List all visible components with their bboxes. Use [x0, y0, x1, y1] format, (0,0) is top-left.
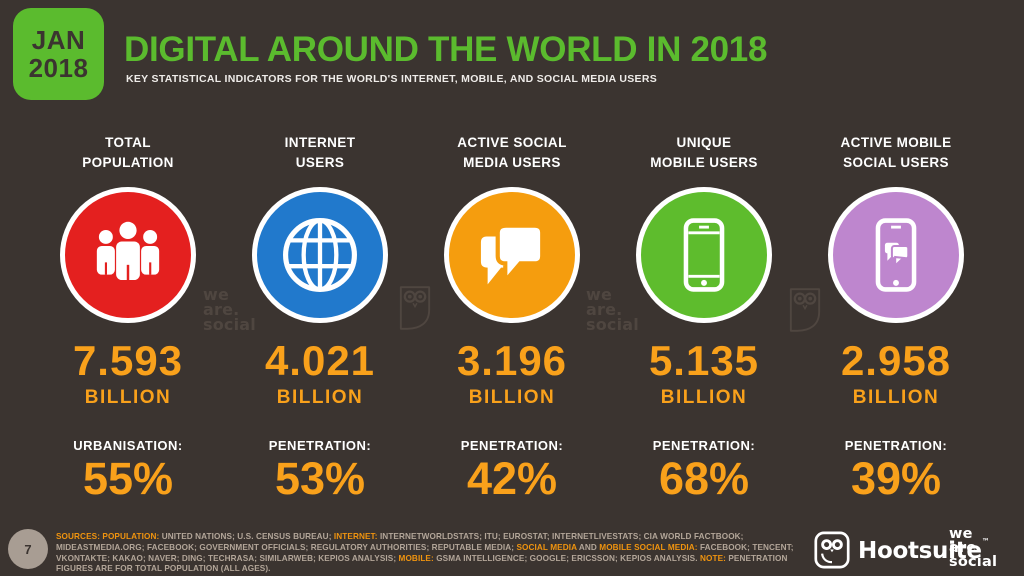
sources-keyword: MOBILE SOCIAL MEDIA: [599, 542, 700, 552]
people-icon-circle [60, 187, 196, 323]
stat-percent-value: 42% [466, 453, 558, 504]
badge-month: JAN [31, 24, 86, 55]
stat-value-billion: 4.021 [264, 337, 376, 384]
page-number: 7 [24, 541, 32, 557]
sources-keyword: NOTE: [699, 553, 729, 563]
stat-column-mobile-social-users: ACTIVE MOBILE SOCIAL USERS 2.958 BILLION… [800, 133, 992, 502]
stat-percent-value: 39% [850, 453, 942, 504]
people-icon [96, 221, 160, 281]
globe-icon-circle [252, 187, 388, 323]
sources-text: INTERNETWORLDSTATS; ITU; EUROSTAT; INTER… [56, 532, 744, 552]
sources-note: SOURCES: POPULATION: UNITED NATIONS; U.S… [56, 532, 814, 575]
stat-percent-value: 68% [658, 453, 750, 504]
sources-keyword: SOURCES: [56, 532, 103, 541]
stat-percent-label: PENETRATION: [268, 438, 372, 453]
page-number-badge: 7 [8, 529, 48, 569]
sources-keyword: SOCIAL MEDIA [516, 542, 577, 552]
stat-unit: BILLION [660, 387, 748, 408]
stat-unit: BILLION [852, 387, 940, 408]
hootsuite-owl-icon [814, 531, 850, 569]
column-label: ACTIVE SOCIAL MEDIA USERS [457, 135, 567, 170]
stat-value-billion: 5.135 [648, 337, 760, 384]
stat-column-social-media-users: ACTIVE SOCIAL MEDIA USERS 3.196 BILLION … [416, 133, 608, 502]
stat-unit: BILLION [468, 387, 556, 408]
column-label: INTERNET USERS [284, 135, 356, 170]
stat-percent-label: URBANISATION: [73, 438, 183, 453]
sources-text: GSMA INTELLIGENCE; GOOGLE; ERICSSON; KEP… [436, 553, 700, 563]
owl-watermark-icon [399, 286, 431, 330]
page-title: DIGITAL AROUND THE WORLD IN 2018 [124, 30, 768, 69]
hootsuite-wordmark: Hootsuite™ [858, 536, 990, 564]
stat-percent-value: 55% [82, 453, 174, 504]
stat-percent-label: PENETRATION: [652, 438, 756, 453]
stat-columns: TOTAL POPULATION 7.593 BILLION URBANISAT… [32, 133, 992, 502]
stat-value-billion: 7.593 [72, 337, 184, 384]
wearesocial-watermark: we are. social [586, 285, 639, 335]
sources-text: PENETRATION FIGURES ARE FOR TOTAL POPULA… [56, 553, 788, 574]
column-label: TOTAL POPULATION [82, 135, 174, 170]
mobile-social-icon [875, 218, 917, 292]
owl-watermark-icon [789, 288, 821, 332]
column-label: ACTIVE MOBILE SOCIAL USERS [840, 135, 952, 170]
stat-unit: BILLION [84, 387, 172, 408]
sources-text: AND [576, 542, 600, 552]
stat-percent-value: 53% [274, 453, 366, 504]
sources-keyword: POPULATION: [102, 532, 162, 541]
date-badge: JAN 2018 [13, 8, 104, 100]
page-subtitle: KEY STATISTICAL INDICATORS FOR THE WORLD… [126, 73, 658, 85]
stat-value-billion: 2.958 [840, 337, 952, 384]
stat-column-unique-mobile-users: UNIQUE MOBILE USERS 5.135 BILLION PENETR… [608, 133, 800, 502]
chat-bubbles-icon-circle [444, 187, 580, 323]
mobile-phone-icon-circle [636, 187, 772, 323]
badge-year: 2018 [28, 53, 89, 83]
stat-value-billion: 3.196 [456, 337, 568, 384]
sources-keyword: INTERNET: [333, 532, 380, 541]
chat-bubbles-icon [480, 223, 545, 287]
stat-unit: BILLION [276, 387, 364, 408]
wearesocial-logo: we are. social [949, 526, 998, 570]
globe-icon [283, 218, 357, 292]
sources-keyword: MOBILE: [398, 553, 437, 563]
sources-text: FACEBOOK; TENCENT; VKONTAKTE; KAKAO; NAV… [56, 542, 794, 563]
column-label: UNIQUE MOBILE USERS [650, 135, 758, 170]
hootsuite-logo: Hootsuite™ [814, 531, 990, 569]
stat-column-total-population: TOTAL POPULATION 7.593 BILLION URBANISAT… [32, 133, 224, 502]
stat-percent-label: PENETRATION: [460, 438, 564, 453]
mobile-social-icon-circle [828, 187, 964, 323]
mobile-phone-icon [683, 218, 725, 292]
stat-column-internet-users: INTERNET USERS 4.021 BILLION PENETRATION… [224, 133, 416, 502]
wearesocial-watermark: we are. social [203, 285, 256, 335]
sources-text: UNITED NATIONS; U.S. CENSUS BUREAU; [161, 532, 334, 541]
stat-percent-label: PENETRATION: [844, 438, 948, 453]
